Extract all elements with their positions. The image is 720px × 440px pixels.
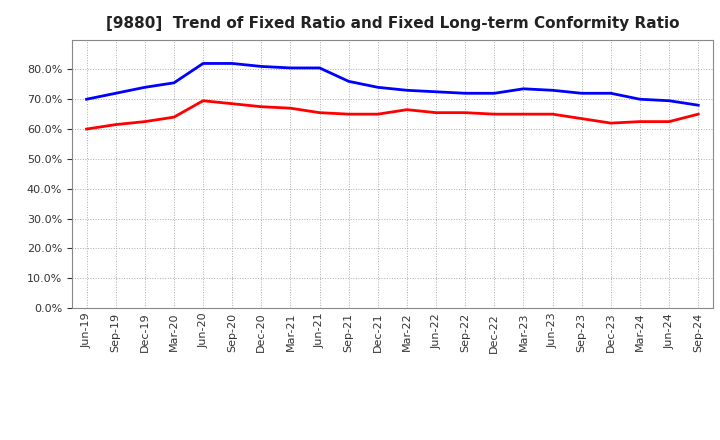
Fixed Ratio <box>112 91 120 96</box>
Title: [9880]  Trend of Fixed Ratio and Fixed Long-term Conformity Ratio: [9880] Trend of Fixed Ratio and Fixed Lo… <box>106 16 679 32</box>
Fixed Long-term Conformity Ratio <box>402 107 411 112</box>
Fixed Long-term Conformity Ratio <box>636 119 644 124</box>
Fixed Ratio <box>548 88 557 93</box>
Fixed Ratio <box>461 91 469 96</box>
Fixed Ratio <box>315 65 324 70</box>
Fixed Ratio <box>257 64 266 69</box>
Fixed Long-term Conformity Ratio <box>548 111 557 117</box>
Fixed Long-term Conformity Ratio <box>432 110 441 115</box>
Fixed Ratio <box>344 79 353 84</box>
Fixed Long-term Conformity Ratio <box>315 110 324 115</box>
Fixed Long-term Conformity Ratio <box>170 114 179 120</box>
Fixed Ratio <box>82 97 91 102</box>
Fixed Ratio <box>286 65 294 70</box>
Fixed Long-term Conformity Ratio <box>374 111 382 117</box>
Fixed Ratio <box>636 97 644 102</box>
Fixed Long-term Conformity Ratio <box>519 111 528 117</box>
Fixed Ratio <box>402 88 411 93</box>
Fixed Long-term Conformity Ratio <box>344 111 353 117</box>
Fixed Ratio <box>170 80 179 85</box>
Fixed Long-term Conformity Ratio <box>286 106 294 111</box>
Line: Fixed Long-term Conformity Ratio: Fixed Long-term Conformity Ratio <box>86 101 698 129</box>
Fixed Long-term Conformity Ratio <box>199 98 207 103</box>
Fixed Ratio <box>490 91 499 96</box>
Fixed Ratio <box>519 86 528 92</box>
Fixed Ratio <box>606 91 615 96</box>
Fixed Long-term Conformity Ratio <box>82 126 91 132</box>
Fixed Long-term Conformity Ratio <box>140 119 149 124</box>
Fixed Ratio <box>432 89 441 95</box>
Fixed Ratio <box>140 84 149 90</box>
Fixed Ratio <box>199 61 207 66</box>
Fixed Long-term Conformity Ratio <box>606 121 615 126</box>
Fixed Long-term Conformity Ratio <box>490 111 499 117</box>
Fixed Long-term Conformity Ratio <box>257 104 266 109</box>
Fixed Long-term Conformity Ratio <box>461 110 469 115</box>
Fixed Long-term Conformity Ratio <box>112 122 120 127</box>
Fixed Long-term Conformity Ratio <box>694 111 703 117</box>
Fixed Long-term Conformity Ratio <box>665 119 673 124</box>
Fixed Ratio <box>228 61 236 66</box>
Fixed Ratio <box>665 98 673 103</box>
Fixed Ratio <box>694 103 703 108</box>
Fixed Long-term Conformity Ratio <box>577 116 586 121</box>
Line: Fixed Ratio: Fixed Ratio <box>86 63 698 105</box>
Fixed Ratio <box>374 84 382 90</box>
Fixed Long-term Conformity Ratio <box>228 101 236 106</box>
Fixed Ratio <box>577 91 586 96</box>
